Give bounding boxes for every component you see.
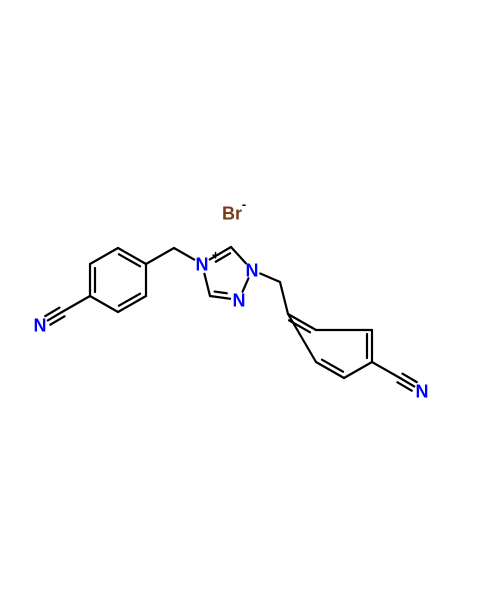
- atom-label-N1: N: [246, 260, 259, 280]
- atom-label-N3: N: [233, 290, 246, 310]
- charge-Br: -: [242, 198, 246, 212]
- atom-label-N4: N: [196, 254, 209, 274]
- charge-N4: +: [212, 249, 219, 263]
- atom-label-Nc_left: N: [34, 315, 47, 335]
- atom-label-Br: Br: [222, 203, 242, 223]
- atom-label-Nc_right: N: [416, 381, 429, 401]
- molecule-canvas: NN+NNNBr-: [0, 0, 500, 600]
